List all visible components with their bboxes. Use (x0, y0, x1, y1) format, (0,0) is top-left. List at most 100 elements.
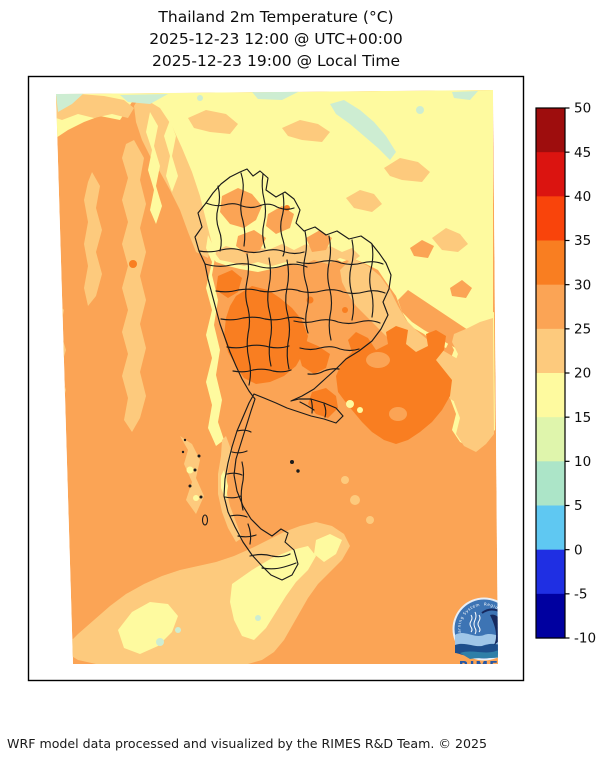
colorbar-segment (536, 593, 565, 639)
logo-wordmark: RIMES (459, 658, 509, 673)
logo-silhouette (490, 614, 498, 645)
map-art (452, 91, 478, 100)
colorbar-segment (536, 328, 565, 374)
colorbar-tick-label: 45 (574, 145, 591, 161)
colorbar-tick-label: 0 (574, 542, 583, 558)
map-art (197, 95, 203, 101)
map-art (198, 248, 305, 255)
temperature-field: Regional Integrated Multi-Hazard Early W… (56, 90, 509, 673)
colorbar-segment (536, 505, 565, 551)
figure-title-block: Thailand 2m Temperature (°C) 2025-12-23 … (0, 6, 552, 72)
valid-time-local: 2025-12-23 19:00 @ Local Time (151, 52, 401, 70)
map-art (84, 172, 102, 306)
map-art (303, 230, 309, 334)
map-art (122, 140, 146, 432)
map-art (267, 257, 273, 367)
map-art (56, 93, 84, 112)
map-art (350, 495, 360, 505)
colorbar-segment (536, 417, 565, 462)
colorbar-segment (536, 284, 565, 330)
colorbar-segment (536, 196, 565, 242)
country-borders (194, 168, 392, 581)
map-art (416, 106, 424, 114)
map-art (369, 243, 374, 318)
map-art (296, 260, 384, 266)
colorbar-tick-label: -10 (574, 631, 596, 647)
map-art (323, 403, 327, 418)
map-art (180, 436, 204, 514)
map-art (236, 230, 266, 254)
map-art (336, 326, 452, 444)
map-art (229, 514, 248, 518)
map-art (231, 450, 248, 454)
map-art (220, 316, 305, 321)
map-art (384, 158, 430, 182)
colorbar-tick-label: 10 (574, 454, 591, 470)
colorbar-segment (536, 240, 565, 286)
map-art (455, 633, 498, 648)
map-art (232, 368, 292, 373)
colorbar-tick-label: 25 (574, 322, 591, 338)
map-art (247, 523, 252, 545)
map-art (473, 611, 477, 635)
map-art (204, 263, 308, 269)
map-art (261, 562, 297, 570)
colorbar-segment (536, 373, 565, 418)
map-art (340, 258, 493, 428)
map-art (280, 193, 286, 257)
map-art (366, 516, 374, 524)
map-art (477, 614, 481, 633)
map-art (366, 352, 390, 368)
colorbar-segment (536, 152, 565, 197)
map-art (201, 514, 209, 526)
map-art (481, 608, 498, 618)
map-art (296, 469, 300, 473)
map-art (205, 202, 295, 210)
map-art (460, 649, 498, 659)
map-art (240, 172, 246, 247)
map-art (193, 468, 197, 472)
map-art (282, 120, 330, 142)
map-art (314, 534, 342, 562)
map-art (290, 460, 294, 464)
map-art (216, 185, 222, 252)
colorbar-tick-label: 40 (574, 189, 591, 205)
map-art (249, 553, 291, 558)
map-art (224, 495, 242, 499)
map-art (197, 454, 201, 458)
map-art (237, 534, 257, 538)
map-art (299, 401, 315, 411)
map-art (240, 461, 245, 511)
map-art (298, 289, 386, 295)
colorbar-tick-label: 30 (574, 277, 591, 293)
colorbar-tick-label: 50 (574, 101, 591, 117)
map-art (252, 91, 300, 100)
map-art (188, 110, 238, 134)
map-art (186, 466, 194, 474)
map-art (194, 168, 392, 581)
map-art (469, 614, 473, 633)
map-art (261, 173, 267, 249)
map-art (410, 240, 434, 258)
map-art (389, 407, 407, 421)
map-art (183, 438, 187, 442)
colorbar-segment (536, 549, 565, 595)
colorbar-tick-label: 35 (574, 233, 591, 249)
map-art (346, 400, 354, 408)
map-art (298, 340, 330, 374)
map-art (120, 94, 168, 104)
colorbar-tick-label: 5 (574, 498, 583, 514)
rimes-logo: Regional Integrated Multi-Hazard Early W… (452, 597, 509, 673)
map-art (156, 638, 164, 646)
map-art (299, 346, 360, 352)
map-art (349, 239, 355, 321)
map-art (255, 615, 261, 621)
map-art (266, 206, 294, 234)
map-art (342, 307, 348, 313)
colorbar-tick-label: -5 (574, 587, 587, 603)
map-art (310, 398, 313, 414)
colorbar-segment (536, 108, 565, 153)
map-art (450, 280, 472, 298)
